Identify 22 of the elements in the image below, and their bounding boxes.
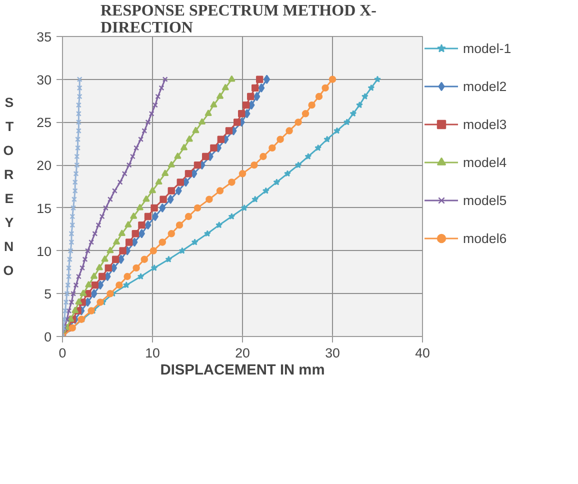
y-tick-label: 25	[36, 115, 52, 130]
chart-title: RESPONSE SPECTRUM METHOD X-DIRECTION	[100, 2, 377, 36]
y-tick-label: 30	[36, 72, 52, 88]
y-tick-label: 10	[36, 244, 52, 259]
y-tick-label: 20	[36, 158, 52, 174]
legend-label: model-1	[463, 40, 512, 56]
legend-label: model5	[463, 192, 507, 208]
x-axis-title: DISPLACEMENT IN mm	[160, 362, 325, 378]
x-tick-label: 0	[58, 346, 66, 360]
legend-label: model4	[463, 154, 507, 170]
y-axis-title: STOREY NO	[3, 95, 14, 278]
y-tick-label: 5	[44, 286, 52, 302]
x-tick-label: 30	[325, 346, 340, 360]
y-tick-label: 0	[44, 330, 52, 344]
y-tick-label: 15	[36, 200, 52, 216]
y-tick-label: 35	[36, 30, 52, 44]
legend-label: model6	[463, 230, 507, 246]
legend-label: model3	[463, 116, 507, 132]
x-tick-label: 20	[235, 346, 250, 360]
x-tick-label: 40	[415, 346, 430, 360]
legend-label: model2	[463, 78, 507, 94]
x-tick-label: 10	[145, 346, 160, 360]
